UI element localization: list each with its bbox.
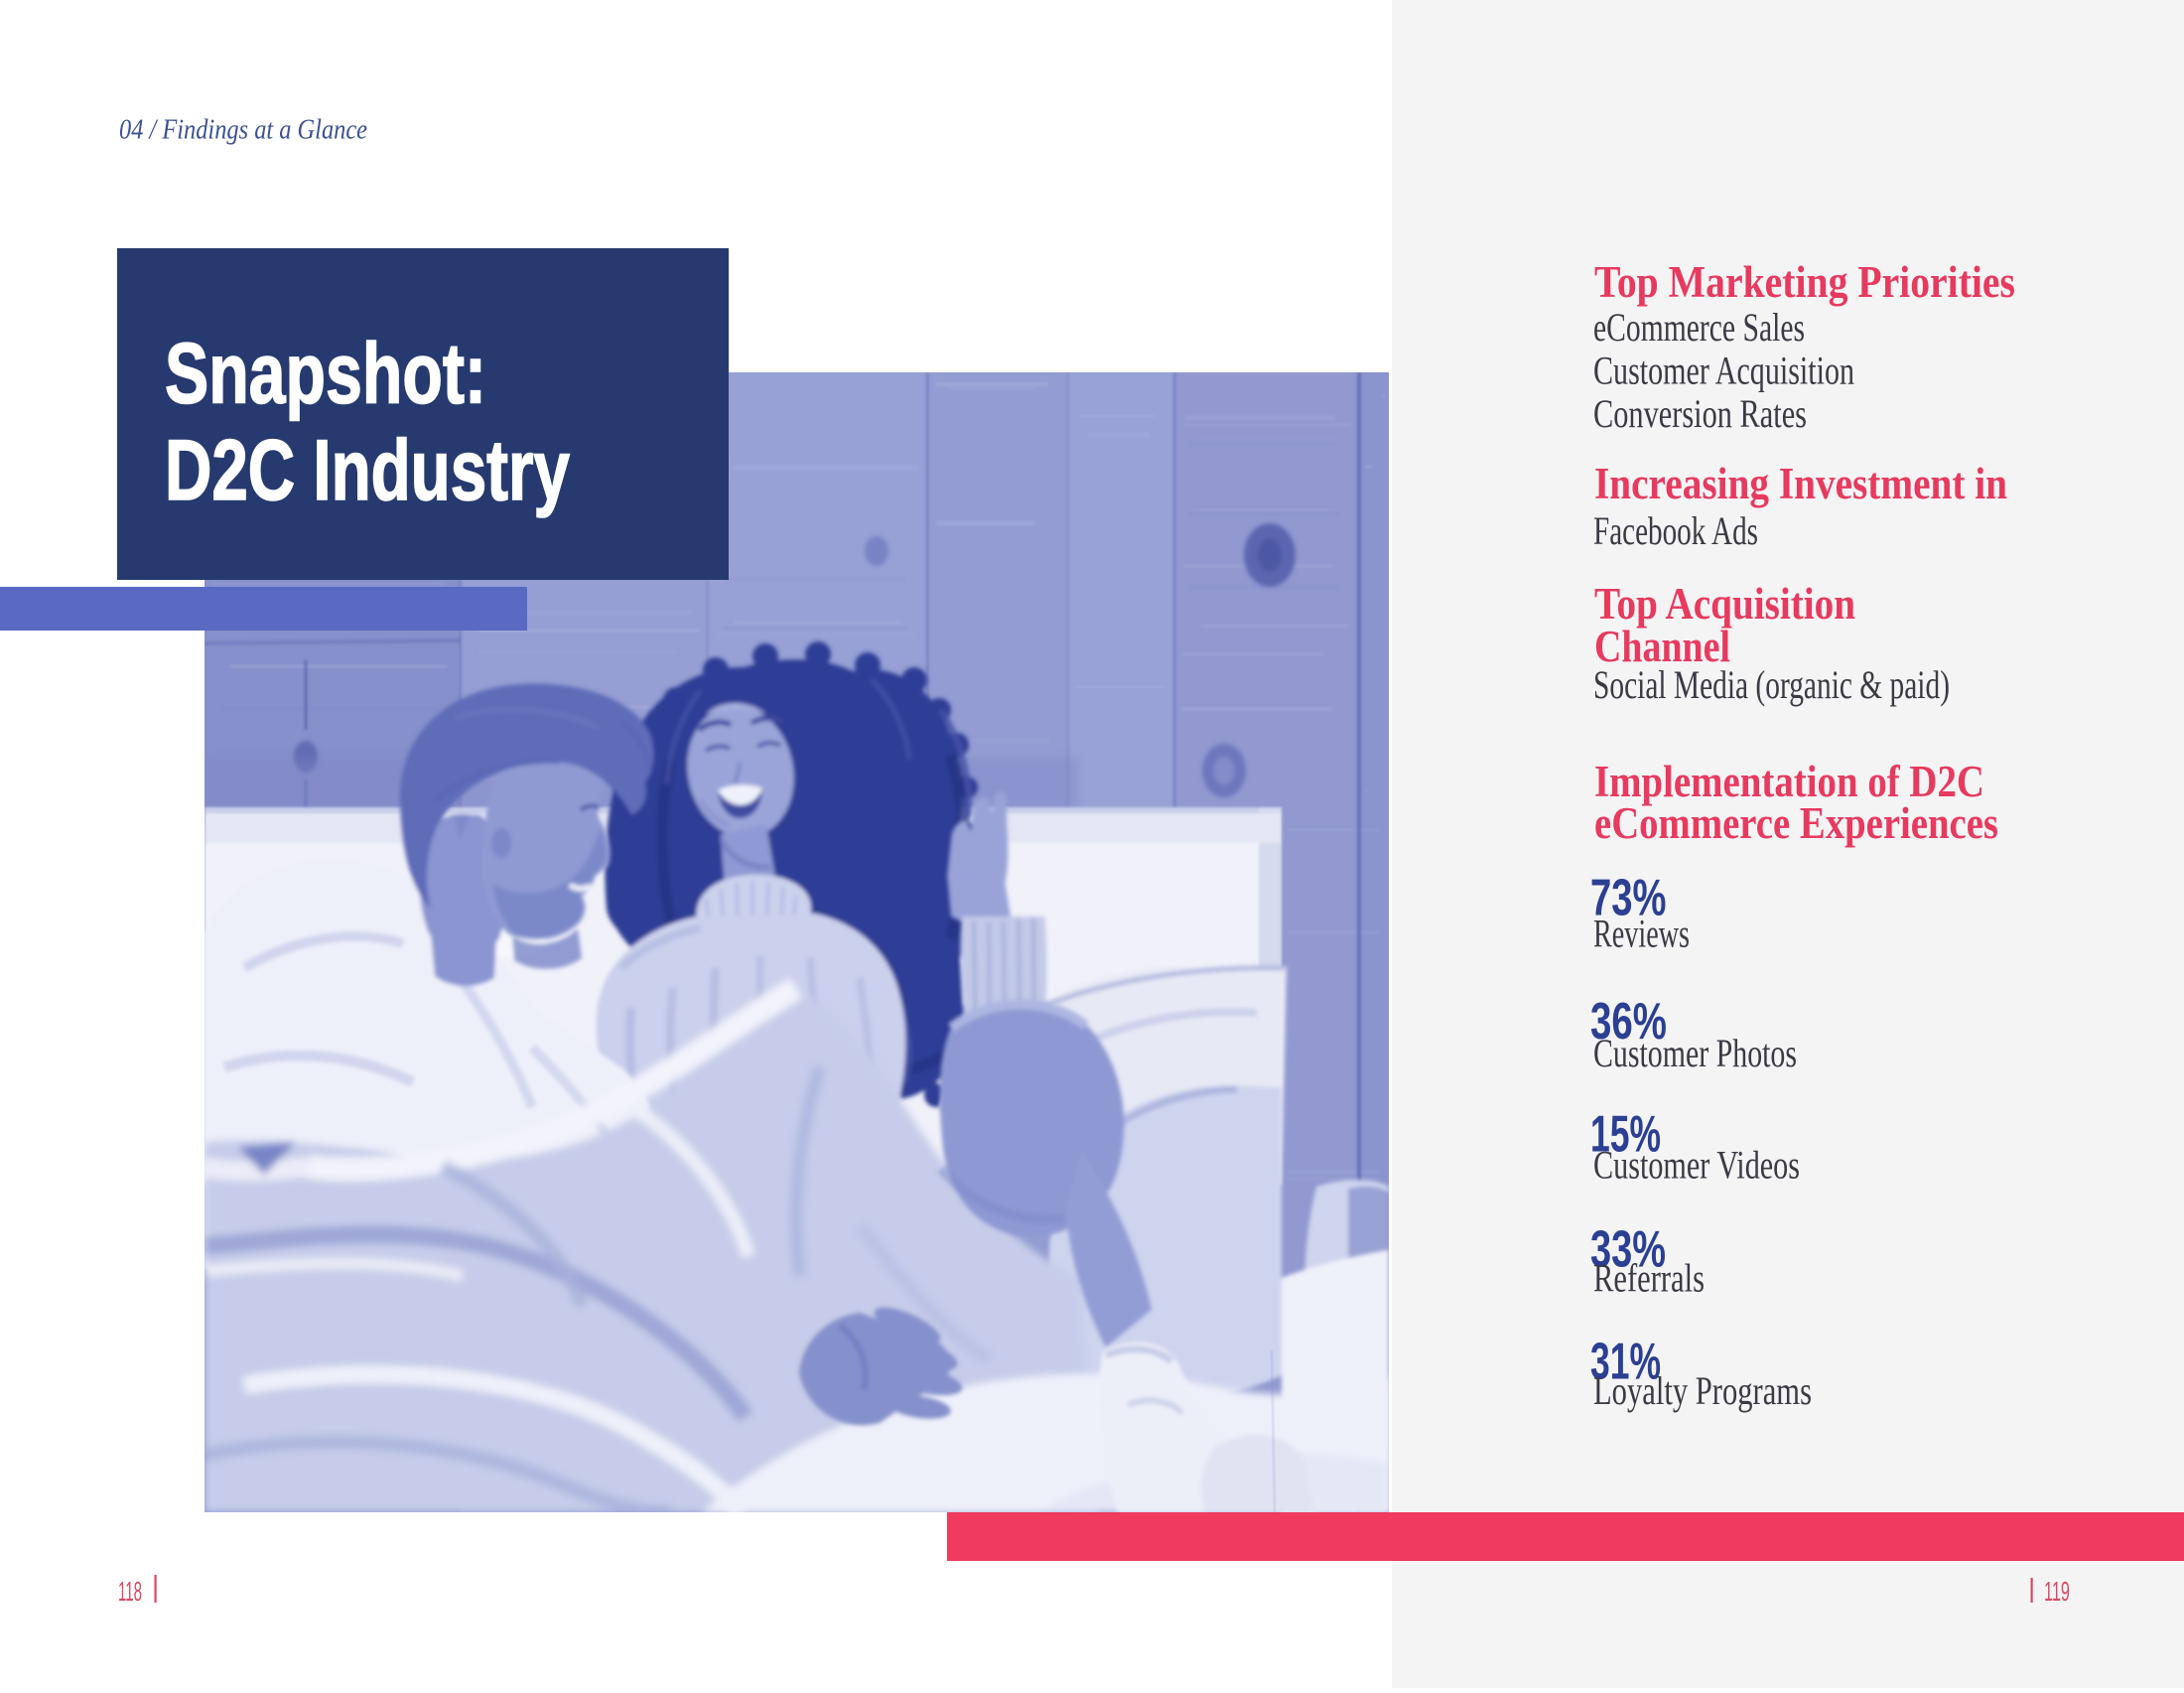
svg-text:Implementation of D2C: Implementation of D2C — [1594, 757, 1984, 806]
svg-text:33%: 33% — [1590, 1221, 1666, 1279]
svg-text:118: 118 — [118, 1576, 142, 1607]
svg-text:Customer Videos: Customer Videos — [1593, 1143, 1800, 1188]
svg-text:eCommerce Experiences: eCommerce Experiences — [1594, 798, 1998, 848]
svg-text:Customer Acquisition: Customer Acquisition — [1593, 349, 1854, 393]
svg-text:31%: 31% — [1590, 1334, 1661, 1391]
svg-text:73%: 73% — [1590, 870, 1667, 927]
svg-text:15%: 15% — [1590, 1106, 1661, 1164]
svg-text:36%: 36% — [1590, 993, 1667, 1051]
svg-text:Social Media (organic & paid): Social Media (organic & paid) — [1593, 662, 1950, 707]
svg-text:Increasing Investment in: Increasing Investment in — [1594, 459, 2007, 508]
svg-text:Reviews: Reviews — [1593, 912, 1690, 956]
svg-text:119: 119 — [2044, 1576, 2070, 1607]
svg-text:Snapshot:: Snapshot: — [165, 327, 486, 422]
svg-text:Facebook Ads: Facebook Ads — [1593, 508, 1758, 553]
svg-text:Channel: Channel — [1594, 622, 1730, 671]
svg-text:D2C Industry: D2C Industry — [165, 423, 570, 518]
svg-text:Top Acquisition: Top Acquisition — [1594, 579, 1855, 629]
svg-text:04 / Findings at a Glance: 04 / Findings at a Glance — [119, 114, 367, 146]
svg-text:Top Marketing Priorities: Top Marketing Priorities — [1594, 257, 2015, 307]
svg-text:Conversion Rates: Conversion Rates — [1593, 391, 1807, 436]
svg-text:eCommerce Sales: eCommerce Sales — [1593, 305, 1805, 350]
svg-text:Referrals: Referrals — [1593, 1256, 1705, 1301]
svg-text:Customer Photos: Customer Photos — [1593, 1031, 1797, 1075]
svg-text:Loyalty Programs: Loyalty Programs — [1593, 1368, 1812, 1413]
